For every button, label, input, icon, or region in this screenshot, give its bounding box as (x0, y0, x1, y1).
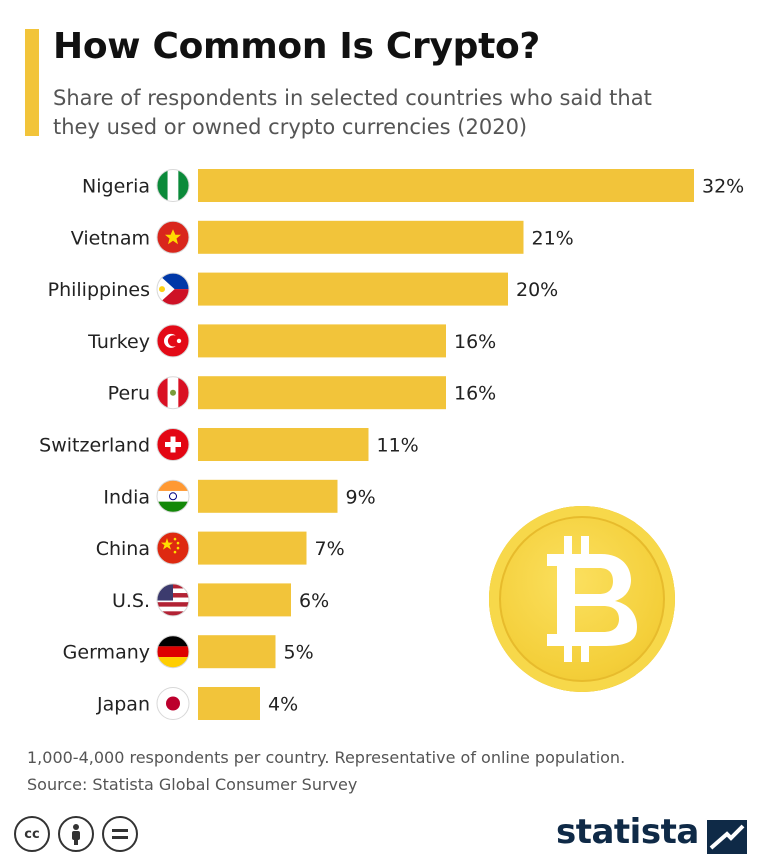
us-flag-icon (156, 583, 190, 617)
bar (198, 428, 369, 461)
china-flag-icon (156, 531, 190, 565)
japan-flag-icon (156, 687, 190, 720)
india-flag-icon (156, 479, 190, 513)
bar (198, 583, 291, 617)
category-label: Germany (63, 642, 150, 664)
bar-row: China 7% (96, 531, 345, 565)
bar-row: Switzerland 11% (39, 428, 419, 461)
category-label: Vietnam (71, 227, 150, 249)
nigeria-flag-icon (156, 169, 190, 202)
category-label: Peru (108, 383, 150, 405)
philippines-flag-icon (156, 272, 190, 306)
category-label: Turkey (87, 331, 150, 353)
bitcoin-symbol-icon (547, 536, 637, 662)
vietnam-flag-icon (156, 220, 190, 254)
chart-subtitle: Share of respondents in selected countri… (53, 86, 652, 139)
bar (198, 324, 446, 358)
license-icons: cc (14, 816, 138, 852)
bar-row: Peru 16% (108, 376, 496, 410)
category-label: Switzerland (39, 435, 150, 457)
value-label: 16% (454, 383, 496, 405)
bar (198, 687, 260, 720)
bar (198, 376, 446, 410)
category-label: U.S. (112, 590, 150, 612)
bar-row: Vietnam 21% (71, 220, 574, 254)
bar-row: Philippines 20% (48, 272, 558, 306)
category-label: Philippines (48, 279, 150, 301)
switzerland-flag-icon (156, 428, 190, 461)
value-label: 20% (516, 279, 558, 301)
germany-flag-icon (156, 635, 190, 669)
bar-row: Nigeria 32% (82, 169, 744, 202)
value-label: 21% (532, 227, 574, 249)
value-label: 7% (315, 538, 345, 560)
value-label: 5% (284, 642, 314, 664)
turkey-flag-icon (156, 324, 190, 358)
bar-row: U.S. 6% (112, 583, 329, 617)
bar (198, 220, 524, 254)
category-label: Japan (96, 694, 150, 716)
statista-logo[interactable]: statista (556, 812, 699, 852)
bar (198, 635, 276, 669)
value-label: 4% (268, 694, 298, 716)
cc-icon: cc (14, 816, 50, 852)
bar (198, 479, 338, 513)
peru-flag-icon (156, 376, 190, 410)
value-label: 11% (377, 435, 419, 457)
footnote: 1,000-4,000 respondents per country. Rep… (27, 748, 626, 767)
bar-row: India 9% (103, 479, 376, 513)
category-label: India (103, 486, 150, 508)
source-note: Source: Statista Global Consumer Survey (27, 775, 358, 794)
bar (198, 272, 508, 306)
chart-title: How Common Is Crypto? (53, 26, 541, 67)
bar-row: Germany 5% (63, 635, 314, 669)
bar (198, 169, 694, 202)
category-label: China (96, 538, 150, 560)
bar-chart: Nigeria 32% Vietnam 21% Philippines 20% Turkey… (39, 169, 744, 720)
no-derivatives-icon (102, 816, 138, 852)
title-accent-bar (25, 29, 39, 136)
bar-row: Japan 4% (96, 687, 298, 720)
bar-row: Turkey 16% (87, 324, 496, 358)
value-label: 9% (346, 486, 376, 508)
attribution-icon (58, 816, 94, 852)
bar (198, 531, 307, 565)
value-label: 16% (454, 331, 496, 353)
value-label: 6% (299, 590, 329, 612)
category-label: Nigeria (82, 176, 150, 198)
bitcoin-coin-icon (489, 506, 675, 692)
statista-logo-icon (707, 820, 747, 854)
value-label: 32% (702, 176, 744, 198)
